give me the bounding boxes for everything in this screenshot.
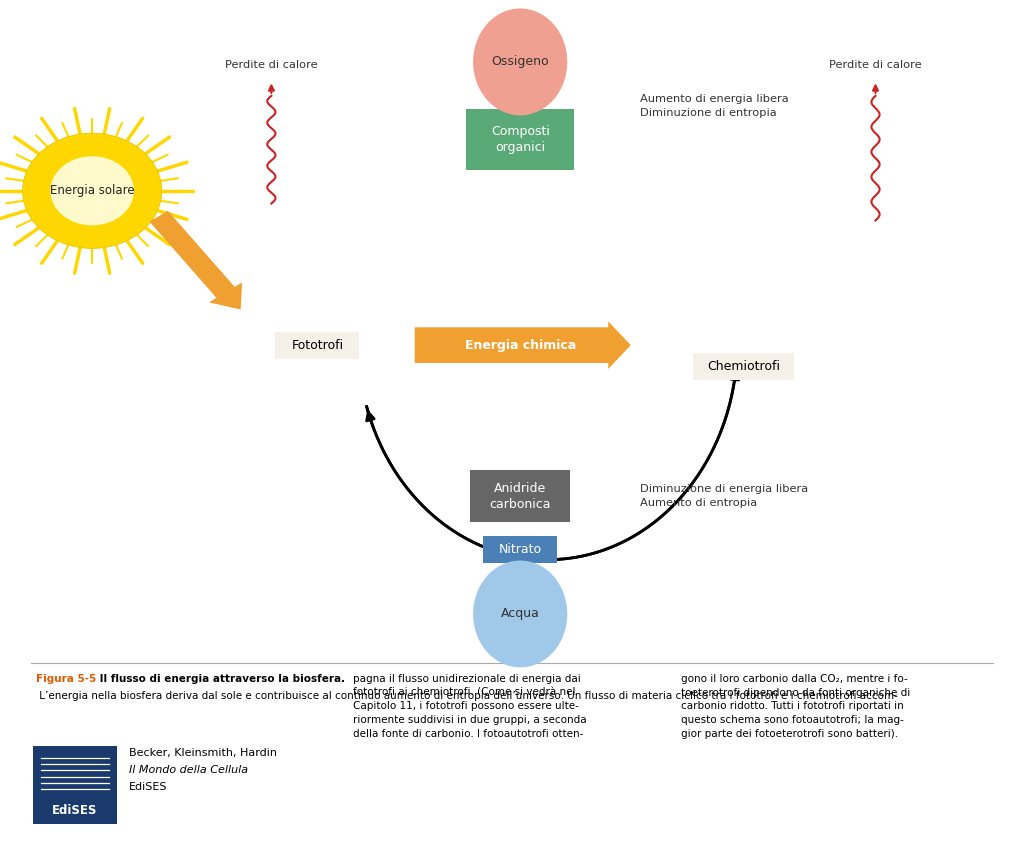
FancyBboxPatch shape	[33, 746, 117, 824]
Circle shape	[50, 156, 134, 226]
Text: Acqua: Acqua	[501, 607, 540, 621]
Text: pagna il flusso unidirezionale di energia dai
fototrofi ai chemiotrofi. (Come si: pagna il flusso unidirezionale di energi…	[353, 674, 587, 739]
FancyBboxPatch shape	[275, 332, 359, 359]
FancyArrow shape	[150, 211, 242, 310]
Text: L’energia nella biosfera deriva dal sole e contribuisce al continuo aumento di e: L’energia nella biosfera deriva dal sole…	[36, 691, 898, 701]
Ellipse shape	[473, 8, 567, 115]
Text: Chemiotrofi: Chemiotrofi	[707, 360, 780, 373]
Text: Composti
organici: Composti organici	[490, 126, 550, 154]
Text: Fototrofi: Fototrofi	[292, 338, 343, 352]
Text: Il Mondo della Cellula: Il Mondo della Cellula	[129, 765, 248, 775]
FancyBboxPatch shape	[693, 353, 794, 380]
FancyBboxPatch shape	[467, 109, 573, 170]
Text: Energia chimica: Energia chimica	[465, 338, 577, 352]
Text: Energia solare: Energia solare	[50, 184, 134, 198]
Text: Ossigeno: Ossigeno	[492, 55, 549, 69]
Text: Figura 5-5: Figura 5-5	[36, 674, 96, 684]
Text: EdiSES: EdiSES	[52, 804, 97, 817]
Text: Nitrato: Nitrato	[499, 543, 542, 556]
Circle shape	[23, 133, 162, 248]
Text: Becker, Kleinsmith, Hardin: Becker, Kleinsmith, Hardin	[129, 748, 278, 758]
Text: Diminuzione di energia libera
Aumento di entropia: Diminuzione di energia libera Aumento di…	[640, 484, 808, 508]
FancyBboxPatch shape	[470, 470, 570, 522]
Text: Perdite di calore: Perdite di calore	[225, 59, 317, 70]
Text: Il flusso di energia attraverso la biosfera.: Il flusso di energia attraverso la biosf…	[96, 674, 345, 684]
FancyBboxPatch shape	[483, 536, 557, 563]
Text: Perdite di calore: Perdite di calore	[829, 59, 922, 70]
Text: Anidride
carbonica: Anidride carbonica	[489, 482, 551, 510]
Text: gono il loro carbonio dalla CO₂, mentre i fo-
toeterotrofi dipendono da fonti or: gono il loro carbonio dalla CO₂, mentre …	[681, 674, 910, 739]
Ellipse shape	[473, 561, 567, 667]
Text: Aumento di energia libera
Diminuzione di entropia: Aumento di energia libera Diminuzione di…	[640, 94, 788, 118]
FancyArrow shape	[415, 321, 631, 369]
Text: EdiSES: EdiSES	[129, 782, 168, 792]
